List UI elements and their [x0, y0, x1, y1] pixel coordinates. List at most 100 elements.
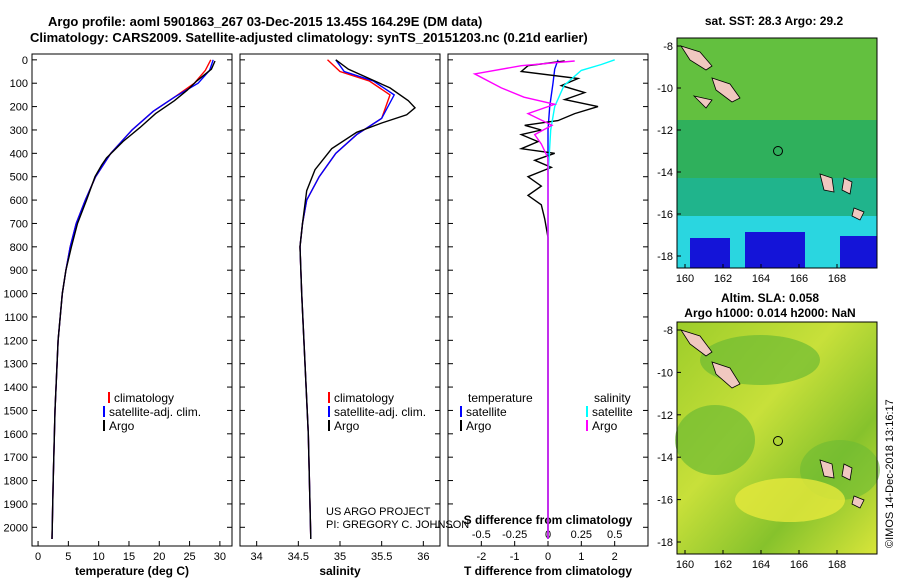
map-x-tick-label: 160 — [676, 273, 694, 285]
x-tick-label: 0 — [545, 551, 551, 563]
x-tick-label: -1 — [510, 551, 520, 563]
island-2 — [711, 361, 741, 389]
depth-tick-label: 0 — [22, 55, 28, 67]
series-line-satellite-adj-clim- — [299, 59, 396, 540]
series-line-climatology — [299, 59, 391, 540]
legend-title-salinity: salinity — [594, 391, 631, 405]
depth-tick-label: 800 — [10, 242, 28, 254]
depth-tick-label: 300 — [10, 125, 28, 137]
sla-map: Altim. SLA: 0.058 Argo h1000: 0.014 h200… — [657, 291, 880, 571]
depth-tick-label: 1000 — [4, 289, 28, 301]
island-4 — [819, 173, 835, 193]
map-x-tick-label: 166 — [790, 559, 808, 571]
argo-position-marker — [773, 436, 783, 446]
depth-tick-label: 500 — [10, 172, 28, 184]
legend-marker-argo — [328, 420, 330, 431]
temperature-plot-frame — [31, 53, 233, 547]
island-6 — [851, 207, 865, 221]
sst-map-y-axis: -8 -10 -12 -14 -16 -18 — [657, 41, 681, 263]
legend-label-t-satellite: satellite — [466, 405, 507, 419]
map-x-tick-label: 162 — [714, 559, 732, 571]
sst-map: sat. SST: 28.3 Argo: 29.2 -8 -10 -12 -14 -16… — [657, 14, 878, 285]
sla-low-2 — [675, 405, 755, 475]
series-line-s-satellite — [547, 59, 615, 539]
x-tick-label: 25 — [183, 551, 195, 563]
x-tick-label: 2 — [612, 551, 618, 563]
legend-marker-s-argo — [586, 420, 588, 431]
map-y-tick-label: -12 — [657, 410, 673, 422]
island-1 — [680, 329, 713, 357]
map-y-tick-label: -10 — [657, 367, 673, 379]
sst-patch-3 — [840, 236, 877, 268]
sst-map-x-axis: 160 162 164 166 168 — [676, 264, 846, 285]
depth-axis: 0 100 200 300 400 500 600 700 800 900 1000 1100 1200… — [4, 55, 648, 534]
difference-xlabel: T difference from climatology — [464, 564, 632, 578]
temperature-xlabel: temperature (deg C) — [75, 564, 189, 578]
legend-label-argo: Argo — [334, 419, 360, 433]
sla-map-title-1: Altim. SLA: 0.058 — [721, 291, 819, 305]
legend-marker-satellite — [328, 406, 330, 417]
series-line-s-argo — [472, 60, 575, 539]
legend-label-satellite: satellite-adj. clim. — [109, 405, 201, 419]
sst-map-frame — [676, 37, 878, 269]
map-x-tick-label: 164 — [752, 559, 770, 571]
legend-label-s-satellite: satellite — [592, 405, 633, 419]
depth-tick-label: 700 — [10, 218, 28, 230]
temperature-panel: 0 5 10 15 20 25 30 temperature (deg C) climato… — [31, 53, 233, 578]
series-line-t-argo — [518, 60, 599, 539]
map-y-tick-label: -14 — [657, 452, 673, 464]
legend-marker-climatology — [328, 392, 330, 403]
depth-tick-label: 2000 — [4, 522, 28, 534]
map-y-tick-label: -18 — [657, 251, 673, 263]
map-y-tick-label: -10 — [657, 83, 673, 95]
x-tick-label: 5 — [65, 551, 71, 563]
map-x-tick-label: 168 — [828, 559, 846, 571]
depth-tick-label: 1900 — [4, 499, 28, 511]
depth-tick-label: 1400 — [4, 382, 28, 394]
credit-pi: PI: GREGORY C. JOHNSON — [326, 519, 469, 531]
series-line-argo — [299, 59, 417, 540]
sst-patch-2 — [745, 232, 805, 268]
x-tick-label: 35.5 — [371, 551, 392, 563]
temperature-series — [51, 59, 216, 540]
map-y-tick-label: -18 — [657, 537, 673, 549]
temperature-legend: climatology satellite-adj. clim. Argo — [103, 391, 201, 433]
salinity-plot-frame — [239, 53, 441, 547]
difference-x-axis: -2 -1 0 1 2-0.5 -0.25 0 0.25 0.5 — [472, 529, 622, 563]
map-y-tick-label: -8 — [663, 41, 673, 53]
map-x-tick-label: 160 — [676, 559, 694, 571]
x-tick-label: 30 — [214, 551, 226, 563]
map-y-tick-label: -8 — [663, 325, 673, 337]
sla-low-1 — [700, 335, 820, 385]
island-5 — [841, 177, 853, 195]
legend-marker-t-argo — [460, 420, 462, 431]
legend-marker-s-satellite — [586, 406, 588, 417]
island-1 — [680, 45, 713, 71]
legend-label-satellite: satellite-adj. clim. — [334, 405, 426, 419]
map-x-tick-label: 168 — [828, 273, 846, 285]
header-line-2: Climatology: CARS2009. Satellite-adjuste… — [30, 30, 588, 45]
legend-marker-t-satellite — [460, 406, 462, 417]
map-y-tick-label: -12 — [657, 125, 673, 137]
legend-marker-argo — [103, 420, 105, 431]
depth-tick-label: 1800 — [4, 476, 28, 488]
map-x-tick-label: 164 — [752, 273, 770, 285]
sst-patch-1 — [690, 238, 730, 268]
island-5 — [841, 463, 853, 481]
argo-position-marker — [773, 146, 783, 156]
salinity-x-axis: 34 34.5 35 35.5 36 — [251, 541, 429, 563]
legend-label-argo: Argo — [109, 419, 135, 433]
x-tick-label: 34 — [251, 551, 263, 563]
salinity-series — [299, 59, 417, 540]
x2-tick-label: -0.25 — [502, 529, 527, 541]
credit-project: US ARGO PROJECT — [326, 506, 431, 518]
depth-tick-label: 1200 — [4, 335, 28, 347]
difference-series — [472, 59, 615, 539]
series-line-t-satellite — [547, 59, 559, 539]
map-y-tick-label: -16 — [657, 209, 673, 221]
sla-map-title-2: Argo h1000: 0.014 h2000: NaN — [684, 306, 855, 320]
depth-tick-label: 100 — [10, 78, 28, 90]
sst-map-title: sat. SST: 28.3 Argo: 29.2 — [705, 14, 844, 28]
sst-mid-band — [677, 120, 877, 180]
